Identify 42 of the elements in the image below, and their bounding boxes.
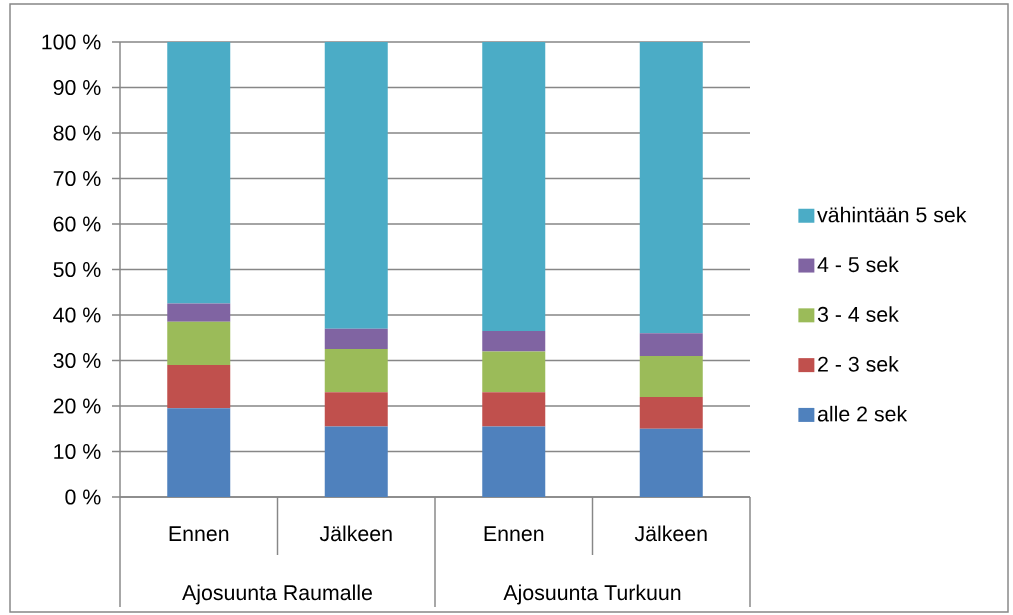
legend-label: 3 - 4 sek	[817, 306, 899, 322]
y-tick-label: 0 %	[65, 489, 101, 505]
text: Ajosuunta Turkuun	[503, 584, 681, 605]
bar	[324, 349, 388, 393]
bar	[639, 396, 703, 429]
bar	[639, 355, 703, 397]
x-tick-label: Ennen	[169, 526, 229, 542]
bar	[324, 426, 388, 497]
text: Ajosuunta Raumalle	[182, 584, 372, 605]
legend-label: alle 2 sek	[817, 405, 908, 422]
legend-label: vähintään 5 sek	[817, 206, 967, 223]
y-tick-label: 70 %	[53, 170, 101, 187]
x-tick-label: Jälkeen	[634, 525, 707, 542]
x-tick-label: Ennen	[484, 526, 544, 542]
x-tick-label: Jälkeen	[319, 525, 392, 542]
bar	[167, 365, 231, 409]
bar	[482, 330, 546, 352]
bar	[324, 328, 388, 350]
legend-label: 2 - 3 sek	[818, 356, 899, 372]
y-tick-label: 100 %	[42, 34, 101, 50]
bar	[324, 42, 388, 329]
y-tick-label: 90 %	[53, 79, 101, 96]
y-tick-label: 80 %	[53, 125, 101, 141]
bar	[482, 351, 546, 393]
bar	[167, 42, 231, 304]
y-tick-label: 10 %	[54, 443, 101, 460]
y-tick-label: 50 %	[53, 261, 101, 278]
bar	[482, 426, 546, 497]
legend-label: 4 - 5 sek	[817, 256, 899, 273]
bar	[167, 321, 231, 366]
bar	[167, 408, 231, 497]
bar	[167, 303, 231, 322]
bar	[639, 42, 703, 334]
bar	[482, 392, 546, 427]
y-tick-label: 30 %	[53, 352, 101, 369]
y-tick-label: 40 %	[53, 307, 101, 323]
bar	[639, 333, 703, 356]
y-tick-label: 60 %	[53, 216, 101, 232]
bar	[639, 428, 703, 497]
bar	[482, 42, 546, 331]
y-tick-label: 20 %	[53, 398, 101, 414]
bar	[324, 392, 388, 427]
